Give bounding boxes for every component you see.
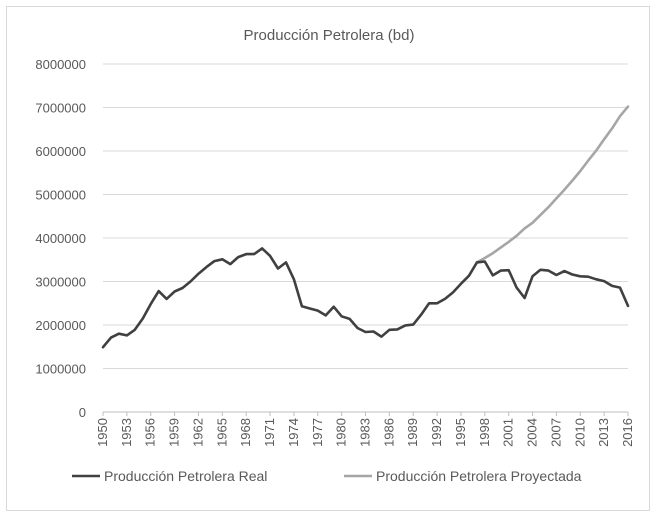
y-tick-label: 5000000: [35, 188, 86, 203]
x-tick-label: 1977: [310, 418, 325, 447]
x-tick-label: 1950: [95, 418, 110, 447]
x-tick-label: 2016: [620, 418, 635, 447]
chart-title: Producción Petrolera (bd): [244, 27, 415, 44]
x-tick-label: 1980: [334, 418, 349, 447]
legend: Producción Petrolera Real Producción Petr…: [72, 468, 582, 484]
y-tick-label: 1000000: [35, 362, 86, 377]
x-tick-label: 2010: [572, 418, 587, 447]
series-group: [101, 105, 630, 349]
gridlines: [103, 63, 628, 413]
y-axis: 0 1000000 2000000 3000000 4000000 5000000 6000…: [35, 57, 86, 420]
x-tick-label: 1962: [190, 418, 205, 447]
y-tick-label: 4000000: [35, 231, 86, 246]
y-tick-label: 7000000: [35, 101, 86, 116]
legend-item-projected: Producción Petrolera Proyectada: [376, 468, 582, 484]
legend-item-real: Producción Petrolera Real: [104, 468, 267, 484]
x-tick-label: 1989: [405, 418, 420, 447]
y-tick-label: 6000000: [35, 144, 86, 159]
x-tick-label: 1965: [214, 418, 229, 447]
y-tick-label: 3000000: [35, 275, 86, 290]
x-tick-label: 1971: [262, 418, 277, 447]
x-tick-label: 1986: [381, 418, 396, 447]
x-tick-label: 1995: [453, 418, 468, 447]
series-line-projected: [475, 105, 630, 264]
y-tick-label: 2000000: [35, 318, 86, 333]
x-tick-label: 2001: [501, 418, 516, 447]
x-tick-label: 1956: [143, 418, 158, 447]
x-tick-label: 2007: [548, 418, 563, 447]
x-tick-label: 1974: [286, 418, 301, 447]
x-tick-label: 2004: [525, 418, 540, 447]
x-tick-label: 1953: [119, 418, 134, 447]
x-axis: 1950 1953 1956 1959 1962 1965 1968 1971 1974 1977…: [95, 412, 635, 447]
series-line-real: [101, 247, 630, 349]
x-tick-label: 1959: [167, 418, 182, 447]
chart-frame: [6, 6, 650, 511]
x-tick-label: 1968: [238, 418, 253, 447]
x-tick-label: 2013: [596, 418, 611, 447]
x-tick-label: 1998: [477, 418, 492, 447]
y-tick-label: 8000000: [35, 57, 86, 72]
x-tick-label: 1992: [429, 418, 444, 447]
y-tick-label: 0: [79, 405, 86, 420]
x-tick-label: 1983: [358, 418, 373, 447]
